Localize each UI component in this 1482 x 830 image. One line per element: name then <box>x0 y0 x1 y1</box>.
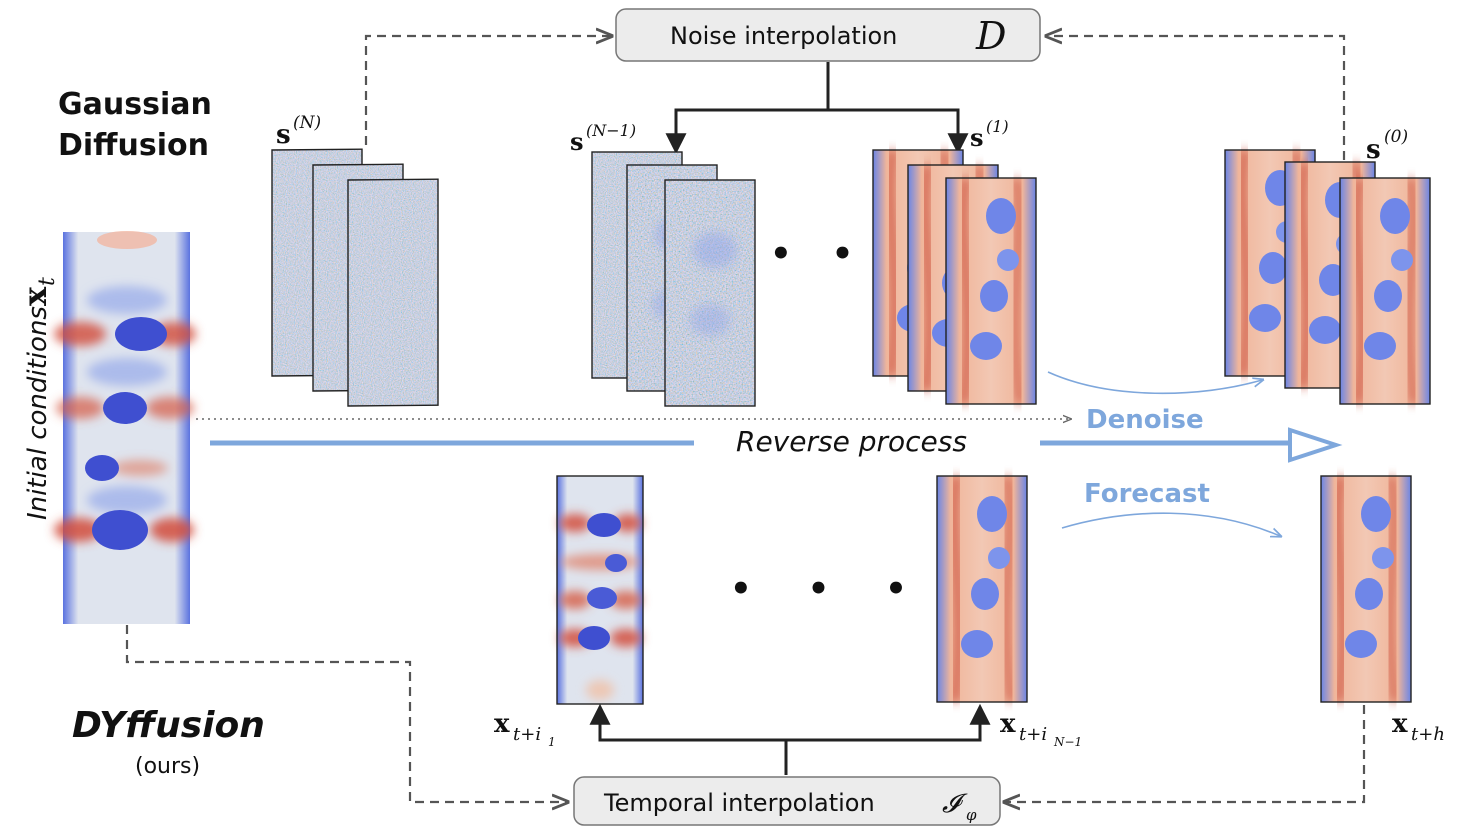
svg-text:1: 1 <box>548 735 556 749</box>
noise-interpolation-symbol: D <box>975 14 1006 58</box>
x-t-iN1-label: x t+i N−1 <box>1000 709 1082 749</box>
svg-text:x: x <box>1392 709 1408 739</box>
gaussian-title-line1: Gaussian <box>58 87 212 122</box>
denoise-curve-arrow <box>1047 371 1262 395</box>
noise-box-arrows <box>665 62 969 155</box>
gaussian-title-line2: Diffusion <box>58 128 209 163</box>
svg-text:s: s <box>970 123 984 152</box>
svg-text:s: s <box>570 127 584 156</box>
forecast-curve-arrow <box>1061 512 1280 536</box>
svg-text:s: s <box>276 120 291 150</box>
temporal-interpolation-label: Temporal interpolation <box>603 789 875 817</box>
ellipsis-bottom: • • • <box>730 569 929 609</box>
dyffusion-title: DYffusion <box>72 705 265 746</box>
initial-condition-panel <box>54 231 196 624</box>
temporal-interpolation-subscript: φ <box>966 806 977 824</box>
svg-text:(N−1): (N−1) <box>586 121 636 140</box>
dashed-arrow-to-noise-box <box>364 36 610 145</box>
x-t-i1-panel <box>556 475 644 705</box>
s-n-minus-1-panel-front <box>665 180 755 406</box>
initial-conditions-label: Initial conditions x t <box>16 277 60 520</box>
denoise-label: Denoise <box>1086 405 1204 435</box>
s-n-stack <box>272 149 438 406</box>
svg-text:t+i: t+i <box>1019 724 1047 745</box>
arrow-to-x-t-iN1 <box>786 703 991 742</box>
arrow-to-x-t-i1 <box>589 703 788 775</box>
x-t-i1-label: x t+i 1 <box>494 709 556 749</box>
reverse-process-label: Reverse process <box>736 425 967 458</box>
temporal-box-arrows <box>589 703 991 775</box>
s-0-panel-front <box>1340 178 1430 404</box>
forecast-label: Forecast <box>1084 479 1210 509</box>
dashed-arrow-from-xth-to-temporal-box <box>1006 705 1366 802</box>
dashed-arrow-from-s0-to-noise-box <box>1048 36 1346 160</box>
s-n-minus-1-label: s (N−1) <box>570 121 636 156</box>
svg-text:x: x <box>16 286 54 306</box>
x-t-h-panel <box>1321 476 1411 702</box>
s-0-stack <box>1225 150 1430 404</box>
x-t-h-label: x t+h <box>1392 709 1445 745</box>
svg-text:s: s <box>1366 135 1381 165</box>
temporal-interpolation-box: Temporal interpolation 𝓘 φ <box>573 776 1001 826</box>
noise-interpolation-label: Noise interpolation <box>670 22 897 50</box>
s-1-panel-front <box>946 178 1036 404</box>
svg-text:t: t <box>35 277 60 286</box>
initial-conditions-text: Initial conditions <box>23 306 53 520</box>
reverse-process-arrow <box>210 427 1343 463</box>
svg-text:(0): (0) <box>1384 127 1408 147</box>
arrow-to-s-n-minus-1 <box>665 62 830 155</box>
s-0-label: s (0) <box>1366 127 1408 165</box>
x-t-label: x t <box>16 277 60 306</box>
noise-interpolation-box: Noise interpolation D <box>615 8 1041 62</box>
x-t-iN1-panel <box>937 476 1027 702</box>
svg-text:x: x <box>1000 709 1016 739</box>
svg-text:(1): (1) <box>986 117 1009 136</box>
s-1-label: s (1) <box>970 117 1009 152</box>
s-n-minus-1-stack <box>592 152 755 406</box>
ours-label: (ours) <box>135 754 200 779</box>
svg-text:N−1: N−1 <box>1053 735 1082 749</box>
svg-text:x: x <box>494 709 510 739</box>
svg-text:t+i: t+i <box>513 724 541 745</box>
svg-text:(N): (N) <box>293 113 321 133</box>
svg-text:t+h: t+h <box>1411 724 1445 745</box>
s-1-stack <box>873 150 1036 404</box>
dashed-connectors <box>125 36 1366 802</box>
s-n-panel-front <box>348 179 438 406</box>
dashed-arrow-to-temporal-box <box>125 625 566 802</box>
arrow-to-s-1 <box>828 108 969 155</box>
s-n-label: s (N) <box>276 113 321 150</box>
